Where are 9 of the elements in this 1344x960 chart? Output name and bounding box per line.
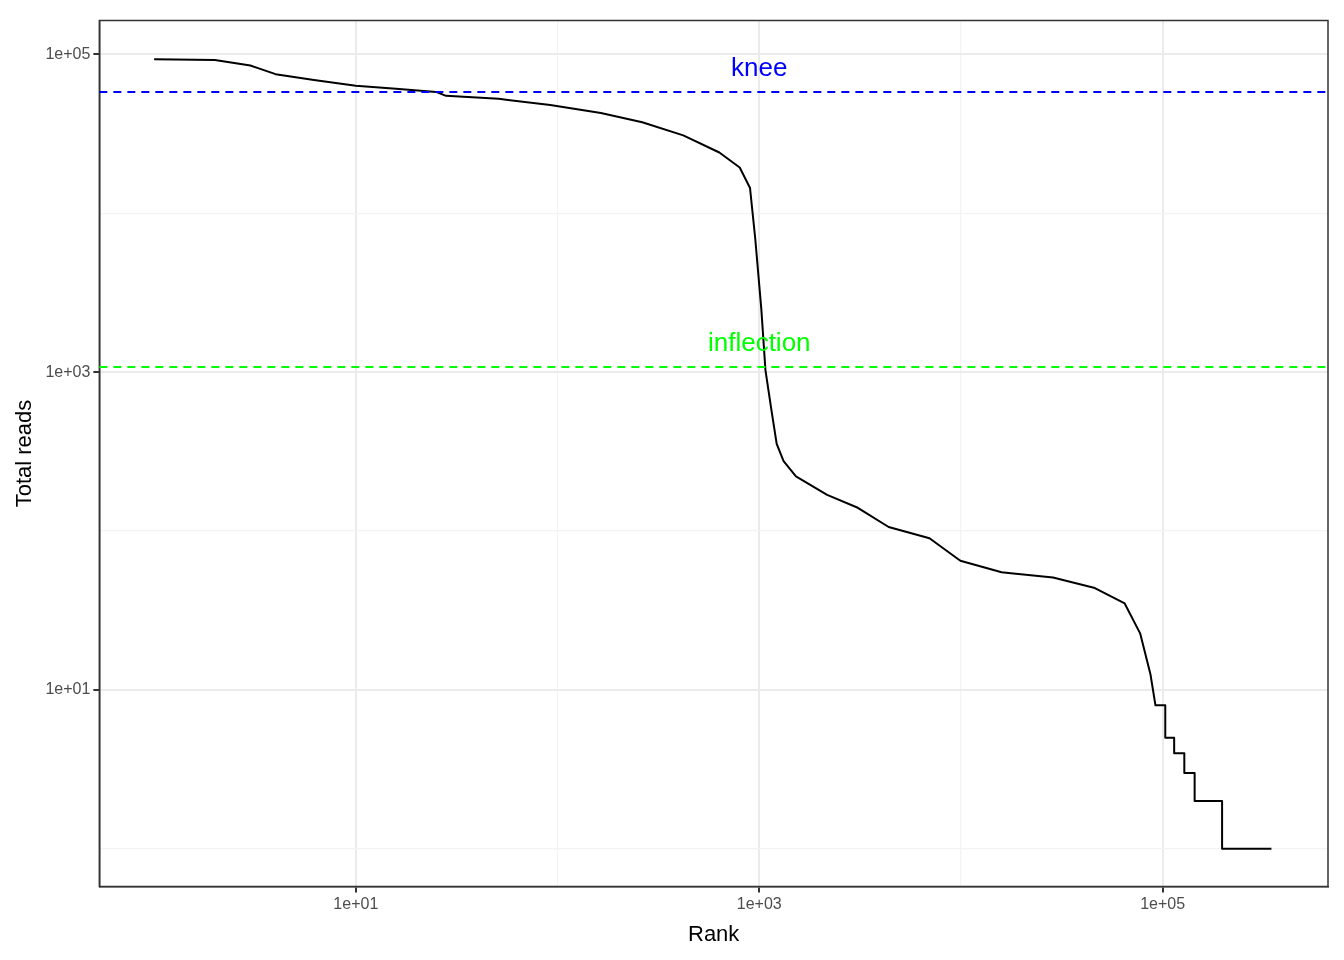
y-tick-label: 1e+05 — [45, 44, 91, 62]
x-tick-label: 1e+05 — [1140, 895, 1186, 913]
y-axis-title: Total reads — [11, 399, 37, 508]
y-tick-label: 1e+03 — [45, 362, 91, 380]
x-tick-label: 1e+01 — [333, 895, 379, 913]
ref-line-label: knee — [731, 52, 788, 83]
y-tick-label: 1e+01 — [45, 680, 91, 698]
x-axis-title: Rank — [687, 920, 741, 946]
x-tick-label: 1e+03 — [736, 895, 782, 913]
